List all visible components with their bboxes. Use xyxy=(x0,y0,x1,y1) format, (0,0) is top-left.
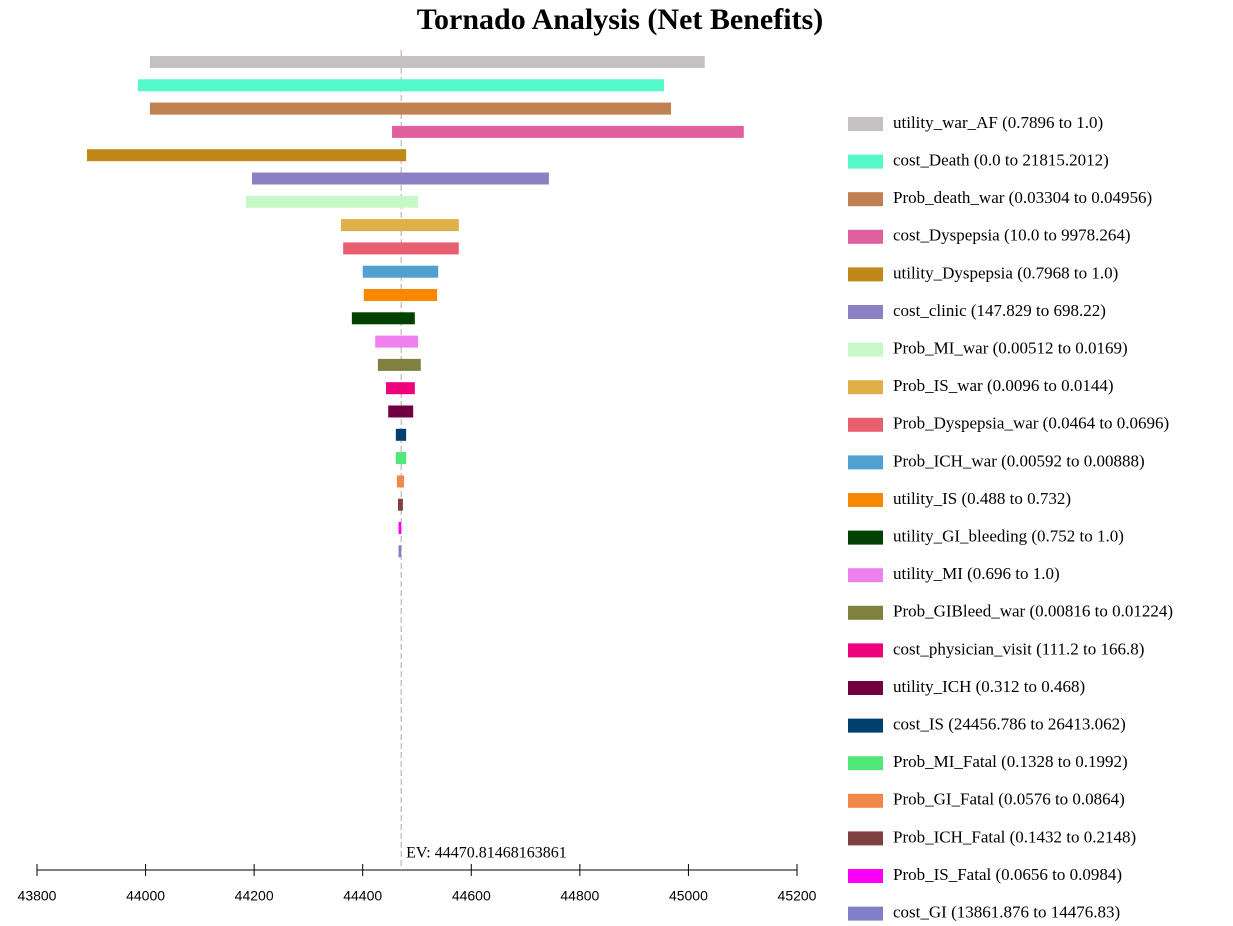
bar xyxy=(149,56,705,68)
bar xyxy=(86,149,407,162)
bar xyxy=(363,289,438,301)
legend-label: Prob_Dyspepsia_war (0.0464 to 0.0696) xyxy=(893,414,1169,433)
legend-label: cost_physician_visit (111.2 to 166.8) xyxy=(893,639,1144,658)
x-tick-label: 45200 xyxy=(778,888,817,904)
legend-label: Prob_IS_war (0.0096 to 0.0144) xyxy=(893,376,1114,395)
bar xyxy=(343,242,459,255)
bar xyxy=(149,102,672,115)
x-tick-label: 44200 xyxy=(235,888,274,904)
legend-label: Prob_ICH_war (0.00592 to 0.00888) xyxy=(893,451,1145,470)
legend-swatch xyxy=(848,605,883,620)
legend-label: Prob_GI_Fatal (0.0576 to 0.0864) xyxy=(893,790,1125,809)
legend-swatch xyxy=(848,417,883,432)
legend-swatch xyxy=(848,192,883,207)
legend-swatch xyxy=(848,229,883,244)
legend-swatch xyxy=(848,493,883,507)
legend-swatch xyxy=(848,718,883,733)
bar xyxy=(388,405,414,418)
ev-label: EV: 44470.81468163861 xyxy=(406,845,567,862)
legend-label: cost_IS (24456.786 to 26413.062) xyxy=(893,715,1126,734)
x-tick-label: 44400 xyxy=(343,888,382,904)
bar xyxy=(395,428,407,441)
legend-swatch xyxy=(848,869,883,883)
legend-swatch xyxy=(848,681,883,695)
legend-label: utility_Dyspepsia (0.7968 to 1.0) xyxy=(893,263,1118,282)
legend-label: utility_war_AF (0.7896 to 1.0) xyxy=(893,113,1103,132)
bar xyxy=(377,358,421,371)
legend-swatch xyxy=(848,643,883,658)
legend-swatch xyxy=(848,380,883,395)
legend-label: Prob_MI_Fatal (0.1328 to 0.1992) xyxy=(893,752,1128,771)
legend-label: Prob_IS_Fatal (0.0656 to 0.0984) xyxy=(893,865,1122,884)
chart-title: Tornado Analysis (Net Benefits) xyxy=(417,3,823,36)
bar xyxy=(398,498,403,511)
legend-label: Prob_ICH_Fatal (0.1432 to 0.2148) xyxy=(893,827,1136,846)
bar xyxy=(396,475,404,488)
bar xyxy=(351,312,415,325)
legend-label: cost_clinic (147.829 to 698.22) xyxy=(893,301,1106,320)
legend-label: Prob_GIBleed_war (0.00816 to 0.01224) xyxy=(893,602,1173,621)
legend-label: utility_IS (0.488 to 0.732) xyxy=(893,489,1071,508)
bar xyxy=(398,545,402,558)
legend-swatch xyxy=(848,267,883,282)
legend-swatch xyxy=(848,117,883,131)
bar xyxy=(137,79,664,92)
bar xyxy=(251,172,549,185)
legend-swatch xyxy=(848,455,883,470)
legend-label: utility_GI_bleeding (0.752 to 1.0) xyxy=(893,527,1124,546)
bar xyxy=(386,382,415,395)
bar xyxy=(375,335,419,348)
legend-swatch xyxy=(848,342,883,357)
x-tick-label: 45000 xyxy=(669,888,708,904)
x-tick-label: 44000 xyxy=(126,888,165,904)
legend-label: Prob_MI_war (0.00512 to 0.0169) xyxy=(893,339,1128,358)
legend-swatch xyxy=(848,305,883,319)
bar xyxy=(395,452,407,465)
legend-label: utility_ICH (0.312 to 0.468) xyxy=(893,677,1085,696)
x-tick-label: 44600 xyxy=(452,888,491,904)
legend-swatch xyxy=(848,568,883,583)
legend-label: utility_MI (0.696 to 1.0) xyxy=(893,564,1060,583)
bar xyxy=(398,522,402,534)
bar xyxy=(392,125,744,138)
legend-swatch xyxy=(848,906,883,921)
legend-swatch xyxy=(848,831,883,846)
legend-swatch xyxy=(848,530,883,545)
legend-swatch xyxy=(848,756,883,771)
legend-label: Prob_death_war (0.03304 to 0.04956) xyxy=(893,188,1152,207)
bar xyxy=(362,265,439,278)
legend-swatch xyxy=(848,154,883,169)
x-tick-label: 43800 xyxy=(18,888,57,904)
bar xyxy=(246,195,419,208)
legend-swatch xyxy=(848,793,883,808)
legend-label: cost_GI (13861.876 to 14476.83) xyxy=(893,903,1120,922)
legend-label: cost_Dyspepsia (10.0 to 9978.264) xyxy=(893,226,1131,245)
bar xyxy=(341,219,459,232)
legend-label: cost_Death (0.0 to 21815.2012) xyxy=(893,151,1109,170)
x-tick-label: 44800 xyxy=(560,888,599,904)
